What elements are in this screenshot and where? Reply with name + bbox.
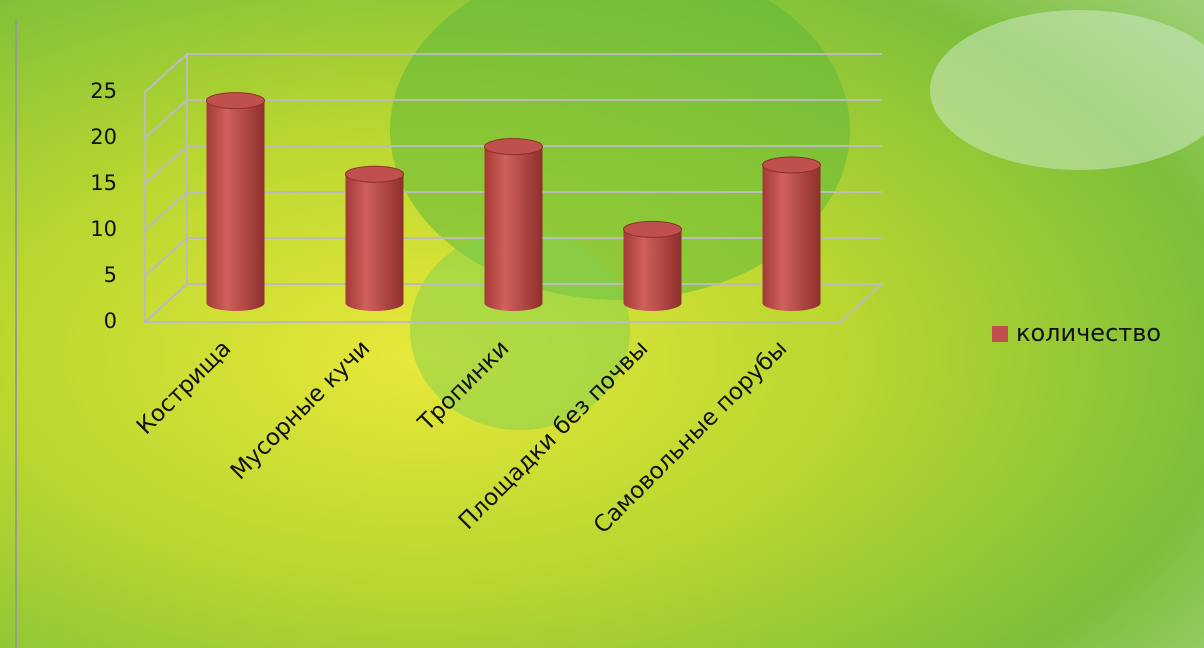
bar xyxy=(345,174,404,311)
y-tick-label: 5 xyxy=(104,263,117,287)
bar xyxy=(484,146,543,311)
bar-top xyxy=(206,92,265,110)
grid-line xyxy=(144,99,882,139)
legend-label: количество xyxy=(1016,319,1161,347)
bokeh xyxy=(930,10,1204,170)
bar-top xyxy=(762,156,821,174)
legend-swatch xyxy=(992,326,1008,342)
bar xyxy=(762,165,821,311)
bar-top xyxy=(484,138,543,156)
bar xyxy=(206,100,265,311)
y-tick-label: 10 xyxy=(90,217,117,241)
bar xyxy=(623,229,682,311)
grid-line xyxy=(144,191,882,231)
y-tick-label: 20 xyxy=(90,125,117,149)
grid-line xyxy=(144,145,882,185)
y-tick-label: 0 xyxy=(104,309,117,333)
leaf xyxy=(410,230,630,430)
bar-top xyxy=(623,220,682,238)
grid-line xyxy=(144,53,882,93)
bar-top xyxy=(345,165,404,183)
y-tick-label: 15 xyxy=(90,171,117,195)
y-tick-label: 25 xyxy=(90,79,117,103)
